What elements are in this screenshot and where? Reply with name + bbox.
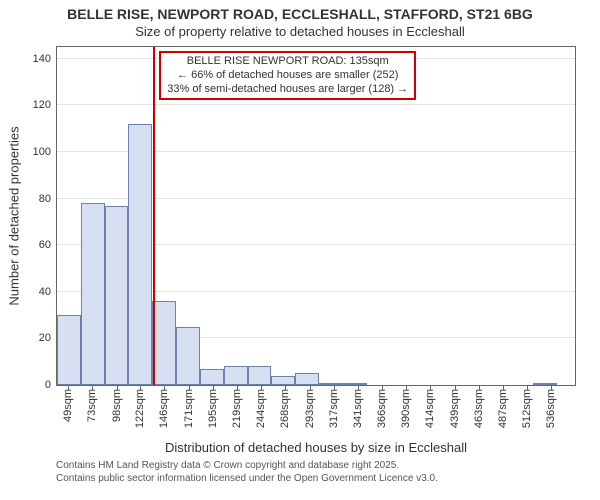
histogram-bar	[343, 383, 367, 385]
annotation-line: 33% of semi-detached houses are larger (…	[167, 83, 408, 97]
x-tick-label: 536sqm	[545, 389, 557, 428]
x-tick-label: 317sqm	[328, 389, 340, 428]
property-marker-line	[153, 47, 155, 385]
histogram-bar	[271, 376, 295, 385]
x-tick-label: 49sqm	[62, 389, 74, 422]
x-tick-label: 98sqm	[111, 389, 123, 422]
x-tick-label: 366sqm	[376, 389, 388, 428]
histogram-bar	[319, 383, 343, 385]
footer-line-1: Contains HM Land Registry data © Crown c…	[56, 460, 438, 473]
footer-line-2: Contains public sector information licen…	[56, 473, 438, 486]
chart-title: BELLE RISE, NEWPORT ROAD, ECCLESHALL, ST…	[0, 0, 600, 24]
x-tick-label: 268sqm	[279, 389, 291, 428]
y-tick-label: 20	[39, 332, 57, 344]
annotation-box: BELLE RISE NEWPORT ROAD: 135sqm← 66% of …	[159, 51, 416, 100]
y-tick-label: 80	[39, 193, 57, 205]
histogram-bar	[224, 366, 248, 385]
x-tick-label: 293sqm	[304, 389, 316, 428]
chart-footer: Contains HM Land Registry data © Crown c…	[56, 460, 438, 485]
x-axis-label: Distribution of detached houses by size …	[56, 440, 576, 455]
x-tick-label: 122sqm	[134, 389, 146, 428]
x-tick-label: 73sqm	[86, 389, 98, 422]
histogram-bar	[81, 203, 105, 385]
annotation-line: ← 66% of detached houses are smaller (25…	[167, 69, 408, 83]
x-tick-label: 439sqm	[449, 389, 461, 428]
x-tick-label: 146sqm	[158, 389, 170, 428]
x-tick-label: 414sqm	[424, 389, 436, 428]
y-tick-label: 120	[33, 99, 57, 111]
y-tick-label: 100	[33, 146, 57, 158]
x-tick-label: 463sqm	[473, 389, 485, 428]
histogram-bar	[128, 124, 152, 385]
histogram-bar	[105, 206, 129, 385]
annotation-line: BELLE RISE NEWPORT ROAD: 135sqm	[167, 55, 408, 69]
histogram-bar	[533, 383, 557, 385]
y-tick-label: 0	[45, 379, 57, 391]
histogram-bar	[248, 366, 272, 385]
chart-container: { "title": "BELLE RISE, NEWPORT ROAD, EC…	[0, 0, 600, 500]
histogram-bar	[200, 369, 224, 385]
histogram-bar	[57, 315, 81, 385]
y-tick-label: 60	[39, 239, 57, 251]
y-tick-label: 140	[33, 53, 57, 65]
y-axis-label: Number of detached properties	[7, 126, 22, 305]
x-tick-label: 341sqm	[352, 389, 364, 428]
histogram-bar	[295, 373, 319, 385]
plot-area: 02040608010012014049sqm73sqm98sqm122sqm1…	[56, 46, 576, 386]
x-tick-label: 219sqm	[231, 389, 243, 428]
x-tick-label: 244sqm	[255, 389, 267, 428]
chart-subtitle: Size of property relative to detached ho…	[0, 24, 600, 40]
x-tick-label: 487sqm	[497, 389, 509, 428]
x-tick-label: 195sqm	[207, 389, 219, 428]
grid-line	[57, 104, 575, 105]
x-tick-label: 171sqm	[183, 389, 195, 428]
histogram-bar	[176, 327, 200, 385]
histogram-bar	[152, 301, 176, 385]
x-tick-label: 512sqm	[521, 389, 533, 428]
y-tick-label: 40	[39, 286, 57, 298]
x-tick-label: 390sqm	[400, 389, 412, 428]
